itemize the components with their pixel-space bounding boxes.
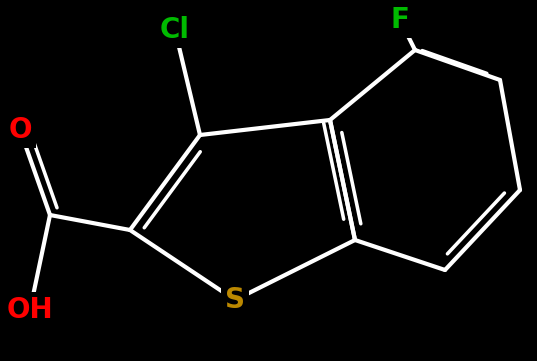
Text: S: S — [225, 286, 245, 314]
Text: O: O — [8, 116, 32, 144]
Text: F: F — [390, 6, 409, 34]
Text: Cl: Cl — [160, 16, 190, 44]
Text: OH: OH — [6, 296, 53, 324]
